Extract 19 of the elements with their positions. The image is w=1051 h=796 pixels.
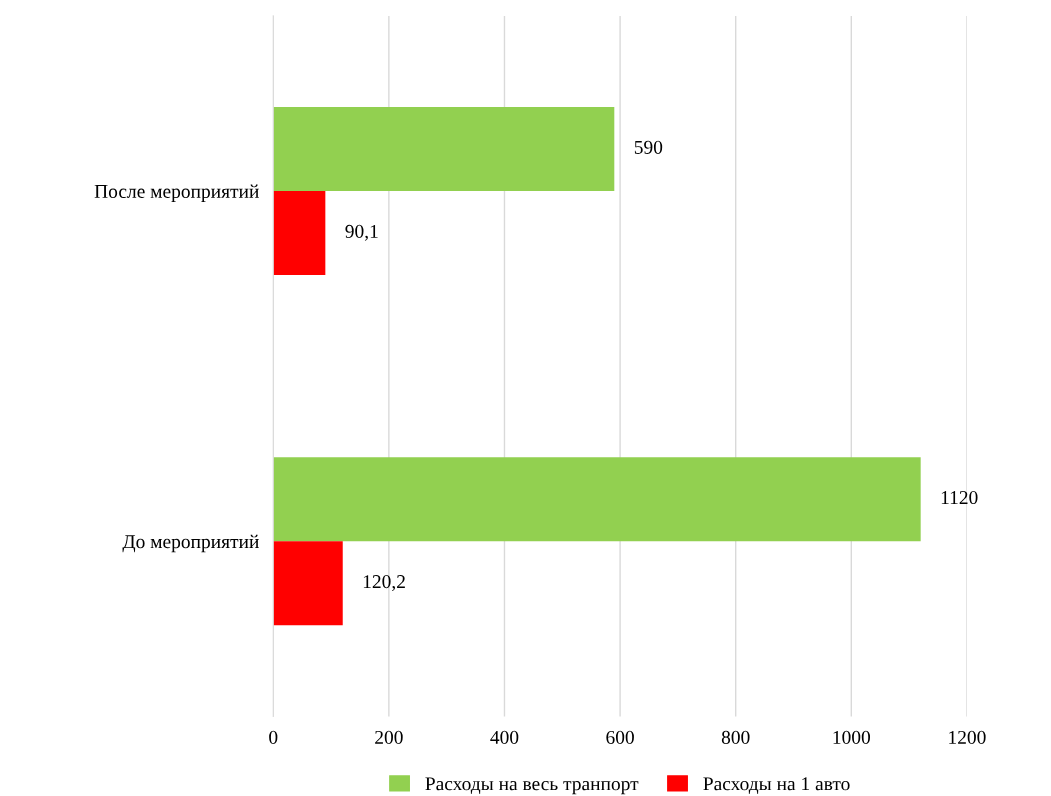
x-tick-label: 0 [269,730,278,744]
y-tick-label: До мероприятий [122,534,259,553]
data-label: 120,2 [363,575,405,591]
bar [273,541,343,626]
x-tick-label: 1200 [949,730,986,744]
bar [273,106,615,192]
data-label: 590 [634,140,663,154]
data-label: 90,1 [345,224,378,241]
x-tick-label: 600 [606,730,634,744]
legend-label: Расходы на 1 авто [703,777,850,794]
x-tick-label: 200 [375,730,403,744]
y-tick-label: После мероприятий [94,184,259,202]
x-tick-label: 400 [490,730,519,744]
data-label: 1120 [941,491,978,505]
x-tick-label: 1000 [833,730,871,744]
legend-label: Расходы на весь транпорт [425,777,639,795]
bar [273,457,921,542]
x-tick-label: 800 [721,730,750,744]
bar [273,191,326,276]
